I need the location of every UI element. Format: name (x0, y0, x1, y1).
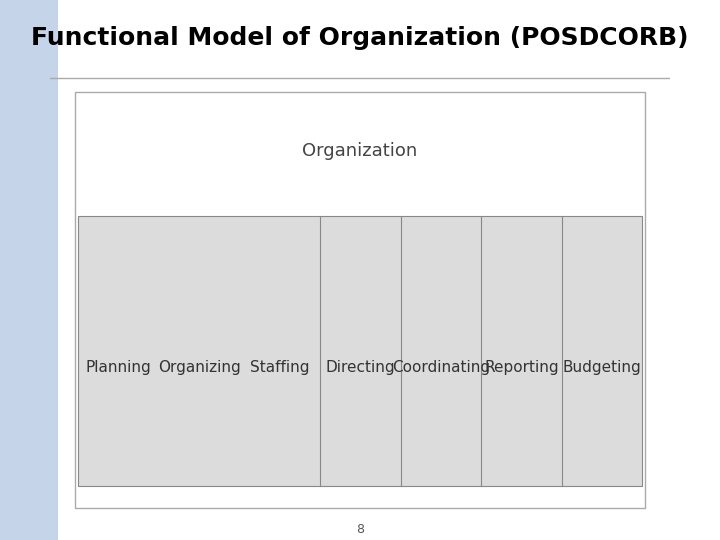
Text: Directing: Directing (326, 360, 395, 375)
Text: Budgeting: Budgeting (562, 360, 642, 375)
Text: Coordinating: Coordinating (392, 360, 490, 375)
Text: Organization: Organization (302, 142, 418, 160)
Text: Organizing: Organizing (158, 360, 240, 375)
FancyBboxPatch shape (75, 92, 645, 508)
Text: Functional Model of Organization (POSDCORB): Functional Model of Organization (POSDCO… (31, 26, 689, 50)
FancyBboxPatch shape (78, 216, 642, 486)
Text: 8: 8 (356, 523, 364, 536)
Text: Reporting: Reporting (485, 360, 559, 375)
Text: Planning: Planning (85, 360, 151, 375)
Text: Staffing: Staffing (251, 360, 310, 375)
